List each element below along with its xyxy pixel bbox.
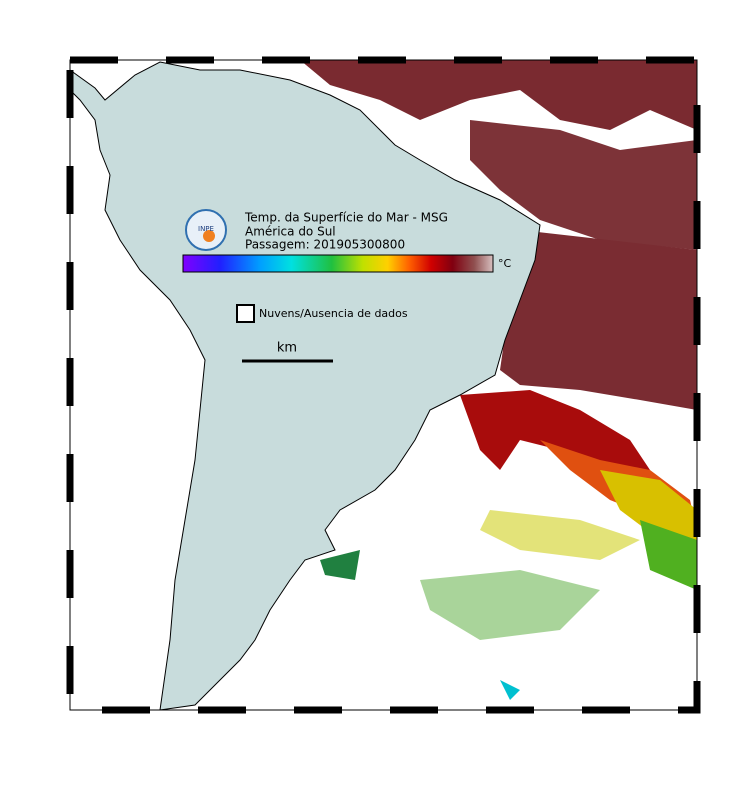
logo: INPE [185,209,227,251]
map-border [69,59,698,711]
colorbar [182,254,494,273]
legend-text: Nuvens/Ausencia de dados [259,307,408,320]
sst-patches [300,60,697,700]
title-line: América do Sul [245,225,336,239]
colorbar-unit: °C [498,257,512,270]
map-area [70,60,697,710]
legend-swatch [236,304,255,323]
title-line: Passagem: 201905300800 [245,238,405,252]
scale-unit: km [277,341,297,356]
logo-text: INPE [198,225,214,233]
title-line: Temp. da Superfície do Mar - MSG [244,211,448,225]
